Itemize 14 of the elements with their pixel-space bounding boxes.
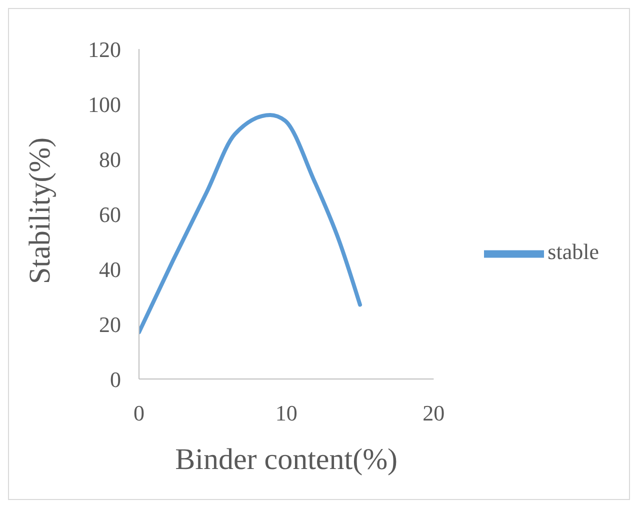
y-tick-label: 20 xyxy=(99,312,121,337)
y-tick-label: 40 xyxy=(99,256,121,282)
y-tick-label: 120 xyxy=(88,36,121,62)
x-tick-label: 0 xyxy=(134,400,144,426)
y-tick-label: 100 xyxy=(88,92,121,117)
y-tick-label: 60 xyxy=(99,202,121,227)
x-axis-title: Binder content(%) xyxy=(175,443,398,476)
y-tick-label: 80 xyxy=(99,146,121,172)
line-series xyxy=(139,113,362,334)
x-tick-label: 20 xyxy=(422,400,445,426)
x-tick-label: 10 xyxy=(275,400,298,426)
y-tick-label: 0 xyxy=(110,366,121,392)
legend-label: stable xyxy=(548,239,599,264)
y-axis-title: Stability(%) xyxy=(24,137,57,284)
